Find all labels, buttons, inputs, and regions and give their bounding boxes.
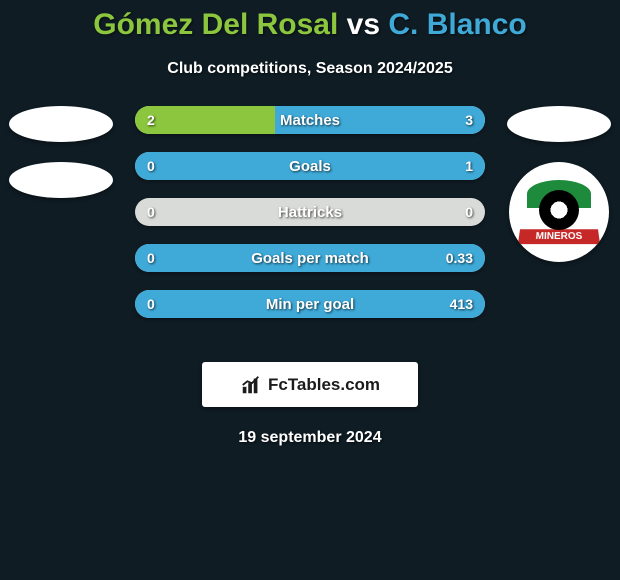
player-left-name: Gómez Del Rosal xyxy=(93,8,338,41)
stat-value-right: 0.33 xyxy=(446,244,473,272)
stat-value-right: 0 xyxy=(465,198,473,226)
vs-text: vs xyxy=(347,8,380,41)
left-logos xyxy=(6,106,116,218)
footer-brand: FcTables.com xyxy=(202,362,418,407)
club-logo-placeholder xyxy=(9,162,113,198)
club-logo-banner: MINEROS xyxy=(518,229,600,244)
stat-row: 0Goals per match0.33 xyxy=(135,244,485,272)
chart-icon xyxy=(240,374,262,396)
stat-row: 0Min per goal413 xyxy=(135,290,485,318)
brand-text: FcTables.com xyxy=(268,375,380,395)
subtitle: Club competitions, Season 2024/2025 xyxy=(0,60,620,78)
comparison-grid: 2Matches30Goals10Hattricks00Goals per ma… xyxy=(0,106,620,336)
club-logo-mineros: MINEROS xyxy=(509,162,609,262)
stat-label: Goals per match xyxy=(135,244,485,272)
stat-value-right: 1 xyxy=(465,152,473,180)
club-logo-placeholder xyxy=(9,106,113,142)
footer-date: 19 september 2024 xyxy=(0,429,620,447)
stat-label: Min per goal xyxy=(135,290,485,318)
right-logos: MINEROS xyxy=(504,106,614,262)
comparison-title: Gómez Del Rosal vs C. Blanco xyxy=(0,0,620,42)
stat-label: Hattricks xyxy=(135,198,485,226)
stat-value-right: 3 xyxy=(465,106,473,134)
stats-list: 2Matches30Goals10Hattricks00Goals per ma… xyxy=(135,106,485,318)
stat-label: Matches xyxy=(135,106,485,134)
stat-row: 2Matches3 xyxy=(135,106,485,134)
club-logo-placeholder xyxy=(507,106,611,142)
stat-row: 0Hattricks0 xyxy=(135,198,485,226)
stat-row: 0Goals1 xyxy=(135,152,485,180)
player-right-name: C. Blanco xyxy=(388,8,526,41)
stat-label: Goals xyxy=(135,152,485,180)
stat-value-right: 413 xyxy=(450,290,473,318)
